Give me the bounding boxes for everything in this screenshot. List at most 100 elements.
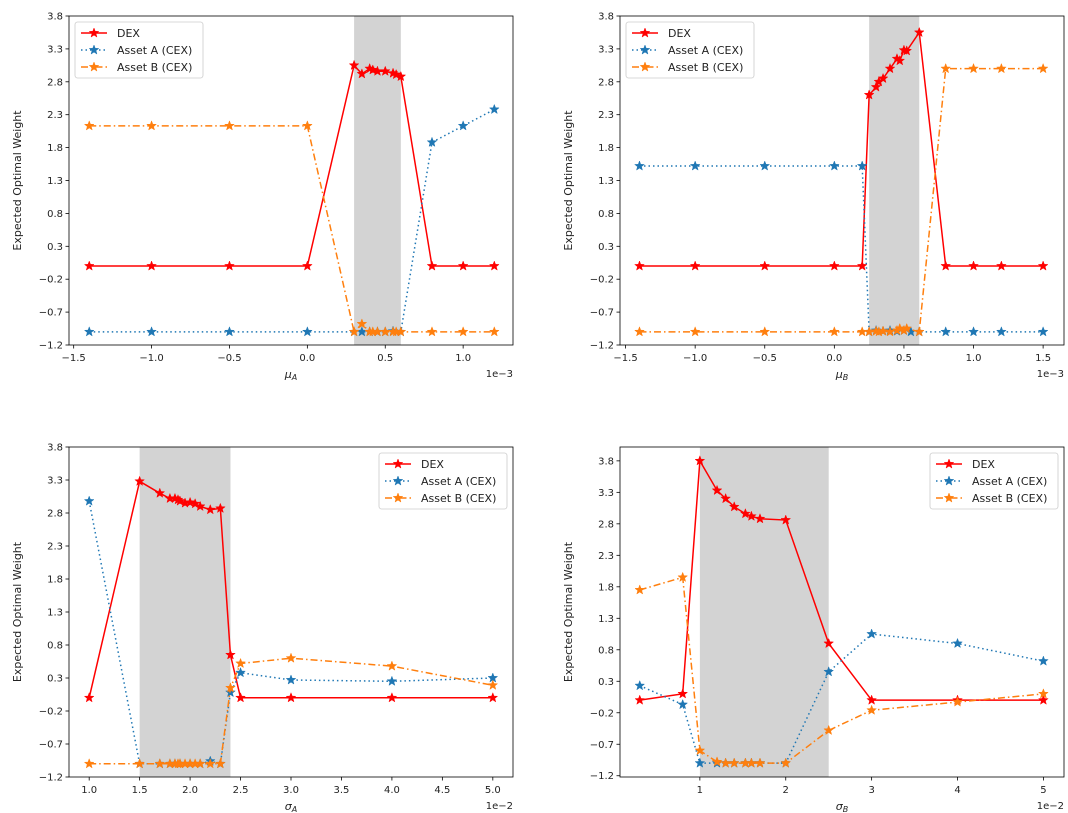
data-point (348, 326, 360, 337)
y-tick-label: 0.8 (47, 641, 63, 652)
legend-marker-star-icon (392, 475, 404, 486)
series-line-asset-a-cex (88, 500, 493, 765)
x-tick-label: 2 (783, 785, 789, 796)
data-point (83, 495, 95, 506)
y-tick-label: 3.3 (598, 488, 614, 499)
data-point (677, 571, 689, 582)
y-tick-label: 1.8 (598, 582, 614, 593)
y-tick-label: 3.8 (47, 12, 63, 23)
legend-entry-label: DEX (421, 458, 444, 471)
x-axis-label-symbol: μ (835, 368, 843, 381)
data-point (487, 692, 499, 703)
data-point (1037, 688, 1049, 699)
data-point (728, 501, 740, 512)
x-tick-label: 3.5 (334, 785, 350, 796)
series-line-asset-b-cex (639, 576, 1044, 764)
data-point (689, 260, 701, 271)
legend-entry-label: DEX (668, 27, 691, 40)
data-point (214, 502, 226, 514)
data-point (913, 26, 925, 38)
y-tick-label: 3.3 (47, 476, 63, 487)
data-point (995, 62, 1007, 74)
data-point (214, 758, 226, 769)
data-point (739, 508, 751, 519)
data-point (780, 757, 792, 768)
data-point (1037, 694, 1049, 705)
y-tick-label: −1.2 (590, 341, 614, 352)
data-point (952, 637, 963, 649)
legend-marker-star-icon (639, 44, 651, 55)
legend-entry-label: Asset B (CEX) (668, 61, 743, 74)
data-point (386, 692, 398, 703)
data-point (968, 326, 979, 337)
data-point (225, 682, 236, 693)
data-point (968, 62, 979, 74)
data-point (901, 45, 913, 56)
x-scale-label: 1e−2 (486, 801, 513, 812)
legend-box (378, 452, 508, 510)
axes-frame (619, 446, 1065, 778)
data-point (823, 724, 835, 736)
y-tick-label: −0.2 (590, 275, 614, 286)
y-tick-label: 1.8 (47, 143, 63, 154)
y-tick-label: −0.7 (39, 308, 63, 319)
x-tick-label: −1.0 (683, 353, 707, 364)
data-point (995, 260, 1007, 271)
y-axis-label: Expected Optimal Weight (11, 541, 24, 682)
legend: DEX Asset A (CEX) Asset B (CEX) (929, 452, 1059, 510)
data-point (940, 326, 952, 337)
data-point (694, 744, 706, 756)
data-point (720, 492, 732, 504)
data-point (457, 326, 469, 337)
data-point (154, 758, 166, 769)
y-tick-label: −1.2 (39, 341, 63, 352)
legend-entry-label: Asset B (CEX) (117, 61, 192, 74)
data-point (634, 160, 645, 171)
y-tick-label: −0.7 (590, 740, 614, 751)
subplot-mu-b: −1.2 −0.7 −0.2 0.3 0.8 1.3 1.8 2.3 2.8 3.3 3.8 −1.5… (562, 12, 1065, 382)
data-point (225, 649, 236, 660)
x-axis-label: μA (284, 368, 297, 382)
data-point (828, 160, 840, 171)
data-point (487, 679, 499, 690)
legend-entry-label: DEX (972, 458, 995, 471)
data-point (689, 326, 701, 337)
x-axis-label-symbol: μ (284, 368, 292, 381)
data-point (395, 326, 407, 337)
y-tick-label: 3.3 (47, 44, 63, 55)
shaded-region (139, 447, 231, 777)
x-tick-label: 5.0 (485, 785, 501, 796)
data-point (356, 68, 368, 79)
data-point (901, 322, 913, 334)
y-tick-label: 3.8 (47, 443, 63, 454)
y-tick-label: 1.3 (47, 608, 63, 619)
data-point (134, 475, 146, 486)
data-point (204, 758, 216, 769)
data-point (426, 136, 438, 147)
subplot-sigma-a: −1.2 −0.7 −0.2 0.3 0.8 1.3 1.8 2.3 2.8 3.3 3.8 1.0 1… (11, 443, 514, 813)
x-tick-label: 1.0 (81, 785, 97, 796)
y-tick-label: 0.3 (47, 674, 63, 685)
data-point (488, 326, 500, 337)
y-tick-label: 0.8 (598, 209, 614, 220)
x-tick-label: −1.5 (62, 353, 86, 364)
x-tick-label: 0.5 (896, 353, 912, 364)
data-point (711, 756, 723, 767)
x-tick-label: 4.5 (434, 785, 450, 796)
data-point (235, 667, 246, 678)
x-tick-label: 1.0 (455, 353, 471, 364)
data-point (634, 326, 645, 337)
data-point (877, 325, 889, 336)
y-tick-label: 1.3 (598, 176, 614, 187)
data-point (83, 260, 95, 271)
series-line-asset-b-cex (89, 125, 495, 334)
data-point (224, 326, 235, 337)
data-point (877, 72, 889, 84)
x-scale-label: 1e−3 (1037, 369, 1064, 380)
x-tick-label: −0.5 (753, 353, 777, 364)
y-tick-label: 1.3 (598, 614, 614, 625)
x-tick-label: 1 (697, 785, 703, 796)
data-point (83, 692, 95, 703)
legend-entry-label: Asset B (CEX) (421, 492, 496, 505)
y-tick-label: 0.3 (598, 242, 614, 253)
